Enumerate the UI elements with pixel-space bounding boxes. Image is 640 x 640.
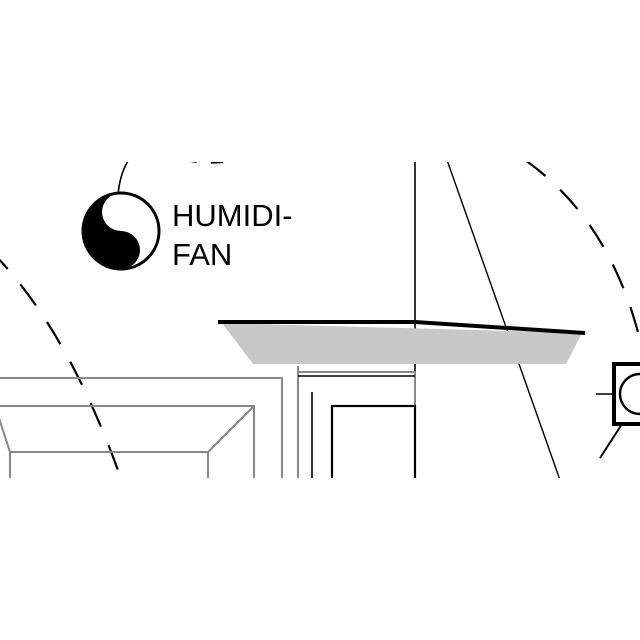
drawing-area: HUMIDI- FAN	[0, 162, 640, 478]
cabinet-center	[297, 366, 417, 478]
fixture-symbol-right	[596, 362, 640, 459]
countertop-edge	[218, 320, 586, 335]
cabinet-left	[0, 377, 283, 478]
symbol-label-line1: HUMIDI-	[172, 198, 293, 233]
dashed-arc-top	[190, 162, 232, 164]
countertop-shading	[222, 323, 582, 364]
dashed-arc-left	[0, 258, 122, 478]
connector-curve	[117, 162, 129, 196]
symbol-label-line2: FAN	[172, 237, 232, 272]
dashed-arc-right	[525, 162, 640, 341]
humidifier-fan-icon	[81, 191, 161, 271]
diagonal-line	[446, 162, 561, 478]
